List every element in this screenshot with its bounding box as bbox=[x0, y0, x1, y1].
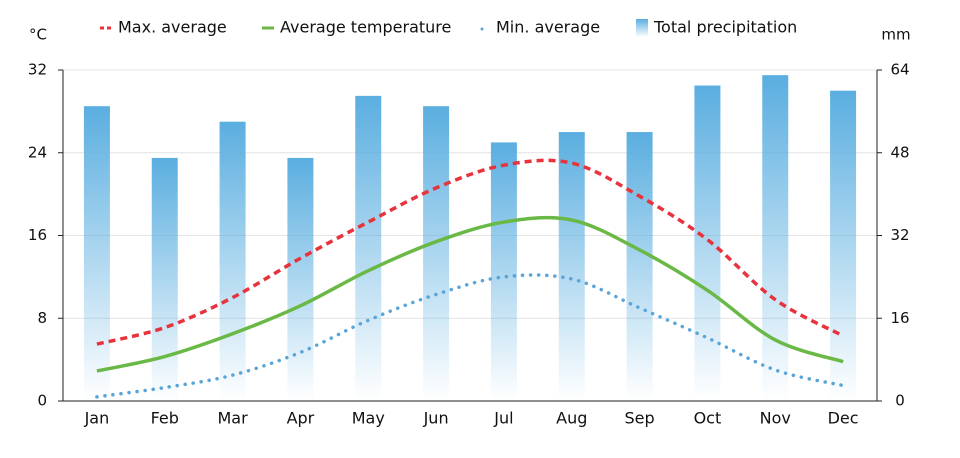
x-tick-label: Apr bbox=[287, 409, 315, 428]
y-tick-label: 0 bbox=[37, 392, 47, 410]
y-tick-label: 16 bbox=[28, 226, 47, 244]
bar bbox=[626, 132, 653, 401]
x-tick-label: Mar bbox=[217, 409, 248, 428]
x-tick-label: May bbox=[352, 409, 385, 428]
legend-marker bbox=[480, 27, 484, 31]
y2-tick-label: 64 bbox=[890, 61, 909, 79]
bar bbox=[423, 106, 450, 401]
bar bbox=[830, 90, 857, 401]
line bbox=[95, 273, 845, 399]
bar bbox=[762, 75, 789, 401]
bar bbox=[287, 157, 314, 401]
x-tick-label: Jul bbox=[493, 409, 513, 428]
y2-unit: mm bbox=[881, 26, 910, 44]
line bbox=[96, 158, 844, 346]
y2-tick-label: 0 bbox=[895, 392, 905, 410]
y-unit: °C bbox=[29, 26, 47, 44]
x-tick-label: Oct bbox=[694, 409, 722, 428]
y2-tick-label: 48 bbox=[890, 143, 909, 161]
y2-tick-label: 16 bbox=[890, 309, 909, 327]
y-tick-label: 32 bbox=[28, 61, 47, 79]
bar bbox=[83, 106, 110, 401]
x-tick-label: Feb bbox=[151, 409, 179, 428]
y2-tick-label: 32 bbox=[890, 226, 909, 244]
legend-label: Total precipitation bbox=[653, 18, 797, 37]
bar bbox=[355, 95, 382, 401]
y-tick-label: 24 bbox=[28, 143, 47, 161]
bar bbox=[558, 132, 585, 401]
bar bbox=[219, 121, 246, 401]
bar bbox=[490, 142, 517, 401]
x-tick-label: Jan bbox=[84, 409, 110, 428]
x-tick-label: Jun bbox=[423, 409, 449, 428]
bar bbox=[151, 157, 178, 401]
x-tick-label: Aug bbox=[556, 409, 587, 428]
legend-label: Min. average bbox=[496, 18, 600, 37]
x-tick-label: Nov bbox=[760, 409, 791, 428]
y-tick-label: 8 bbox=[37, 309, 47, 327]
x-tick-label: Sep bbox=[625, 409, 655, 428]
legend-label: Average temperature bbox=[280, 18, 451, 37]
x-tick-label: Dec bbox=[828, 409, 859, 428]
line bbox=[96, 215, 844, 373]
bar bbox=[694, 85, 721, 401]
legend-label: Max. average bbox=[118, 18, 227, 37]
legend-marker bbox=[636, 19, 648, 37]
